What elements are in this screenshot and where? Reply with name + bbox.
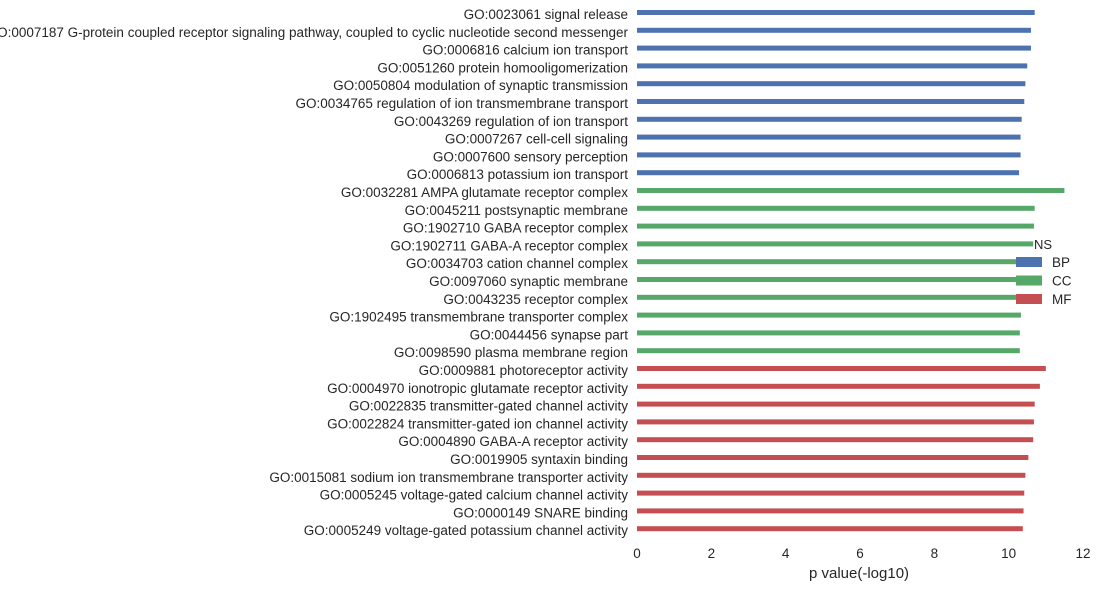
bar-29 xyxy=(637,508,1024,514)
category-label-8: GO:0007267 cell-cell signaling xyxy=(445,132,628,147)
category-label-16: GO:0097060 synaptic membrane xyxy=(429,274,628,289)
bar-23 xyxy=(637,401,1035,407)
category-label-3: GO:0006816 calcium ion transport xyxy=(422,43,628,58)
bar-10 xyxy=(637,170,1020,176)
legend-title: NS xyxy=(1034,237,1052,252)
bar-4 xyxy=(637,63,1028,69)
category-label-24: GO:0022824 transmitter-gated ion channel… xyxy=(327,416,628,431)
bar-11 xyxy=(637,188,1065,193)
bar-1 xyxy=(637,10,1035,15)
category-label-12: GO:0045211 postsynaptic membrane xyxy=(405,203,628,218)
x-tick-label-6: 6 xyxy=(856,546,864,561)
legend-label-bp: BP xyxy=(1052,255,1070,270)
bar-28 xyxy=(637,490,1025,496)
category-label-7: GO:0043269 regulation of ion transport xyxy=(394,114,628,129)
legend-swatch-bp xyxy=(1016,257,1042,267)
category-label-11: GO:0032281 AMPA glutamate receptor compl… xyxy=(341,185,628,200)
x-axis-title: p value(-log10) xyxy=(809,565,909,582)
category-label-18: GO:1902495 transmembrane transporter com… xyxy=(329,310,628,325)
category-label-23: GO:0022835 transmitter-gated channel act… xyxy=(349,399,628,414)
category-labels: GO:0023061 signal release GO:0007187 G-pr… xyxy=(0,7,628,538)
x-axis-ticks: 0 2 4 6 8 10 12 xyxy=(633,546,1090,561)
category-label-13: GO:1902710 GABA receptor complex xyxy=(403,221,628,236)
x-tick-label-12: 12 xyxy=(1075,546,1090,561)
category-label-25: GO:0004890 GABA-A receptor activity xyxy=(398,434,628,449)
bar-8 xyxy=(637,134,1021,140)
x-tick-label-2: 2 xyxy=(708,546,716,561)
category-label-30: GO:0005249 voltage-gated potassium chann… xyxy=(304,523,628,538)
x-tick-label-8: 8 xyxy=(931,546,939,561)
category-label-28: GO:0005245 voltage-gated calcium channel… xyxy=(320,488,629,503)
x-tick-label-4: 4 xyxy=(782,546,790,561)
category-label-2: GO:0007187 G-protein coupled receptor si… xyxy=(0,25,628,40)
bar-22 xyxy=(637,383,1040,389)
category-label-1: GO:0023061 signal release xyxy=(464,7,628,22)
category-label-17: GO:0043235 receptor complex xyxy=(443,292,628,307)
legend: NS BP CC MF xyxy=(1016,237,1072,307)
bar-15 xyxy=(637,259,1034,265)
bars-layer xyxy=(637,10,1065,532)
category-label-14: GO:1902711 GABA-A receptor complex xyxy=(390,238,628,253)
category-label-26: GO:0019905 syntaxin binding xyxy=(450,452,628,467)
category-label-15: GO:0034703 cation channel complex xyxy=(406,256,628,271)
category-label-5: GO:0050804 modulation of synaptic transm… xyxy=(333,78,628,93)
bar-3 xyxy=(637,45,1031,51)
bar-2 xyxy=(637,27,1031,33)
category-label-19: GO:0044456 synapse part xyxy=(470,327,629,342)
legend-label-cc: CC xyxy=(1052,274,1072,289)
bar-30 xyxy=(637,526,1023,532)
legend-swatch-cc xyxy=(1016,275,1042,286)
bar-17 xyxy=(637,294,1031,300)
category-label-21: GO:0009881 photoreceptor activity xyxy=(419,363,629,378)
bar-5 xyxy=(637,81,1026,87)
category-label-6: GO:0034765 regulation of ion transmembra… xyxy=(296,96,629,111)
bar-12 xyxy=(637,205,1035,211)
bar-20 xyxy=(637,348,1020,354)
bar-16 xyxy=(637,277,1033,282)
bar-25 xyxy=(637,437,1034,443)
bar-13 xyxy=(637,223,1034,229)
category-label-9: GO:0007600 sensory perception xyxy=(433,149,628,164)
bar-18 xyxy=(637,312,1021,318)
bar-7 xyxy=(637,116,1022,122)
category-label-4: GO:0051260 protein homooligomerization xyxy=(377,60,628,75)
category-label-22: GO:0004970 ionotropic glutamate receptor… xyxy=(327,381,628,396)
bar-19 xyxy=(637,330,1020,336)
category-label-29: GO:0000149 SNARE binding xyxy=(453,505,628,520)
x-tick-label-10: 10 xyxy=(1001,546,1016,561)
bar-21 xyxy=(637,366,1046,371)
bar-27 xyxy=(637,472,1026,478)
category-label-27: GO:0015081 sodium ion transmembrane tran… xyxy=(269,470,628,485)
category-label-20: GO:0098590 plasma membrane region xyxy=(394,345,628,360)
bar-26 xyxy=(637,455,1029,460)
bar-24 xyxy=(637,419,1034,425)
bar-9 xyxy=(637,152,1021,158)
bar-6 xyxy=(637,99,1025,104)
x-tick-label-0: 0 xyxy=(633,546,641,561)
category-label-10: GO:0006813 potassium ion transport xyxy=(407,167,629,182)
legend-swatch-mf xyxy=(1016,294,1042,304)
bar-14 xyxy=(637,241,1034,247)
legend-label-mf: MF xyxy=(1052,292,1072,307)
